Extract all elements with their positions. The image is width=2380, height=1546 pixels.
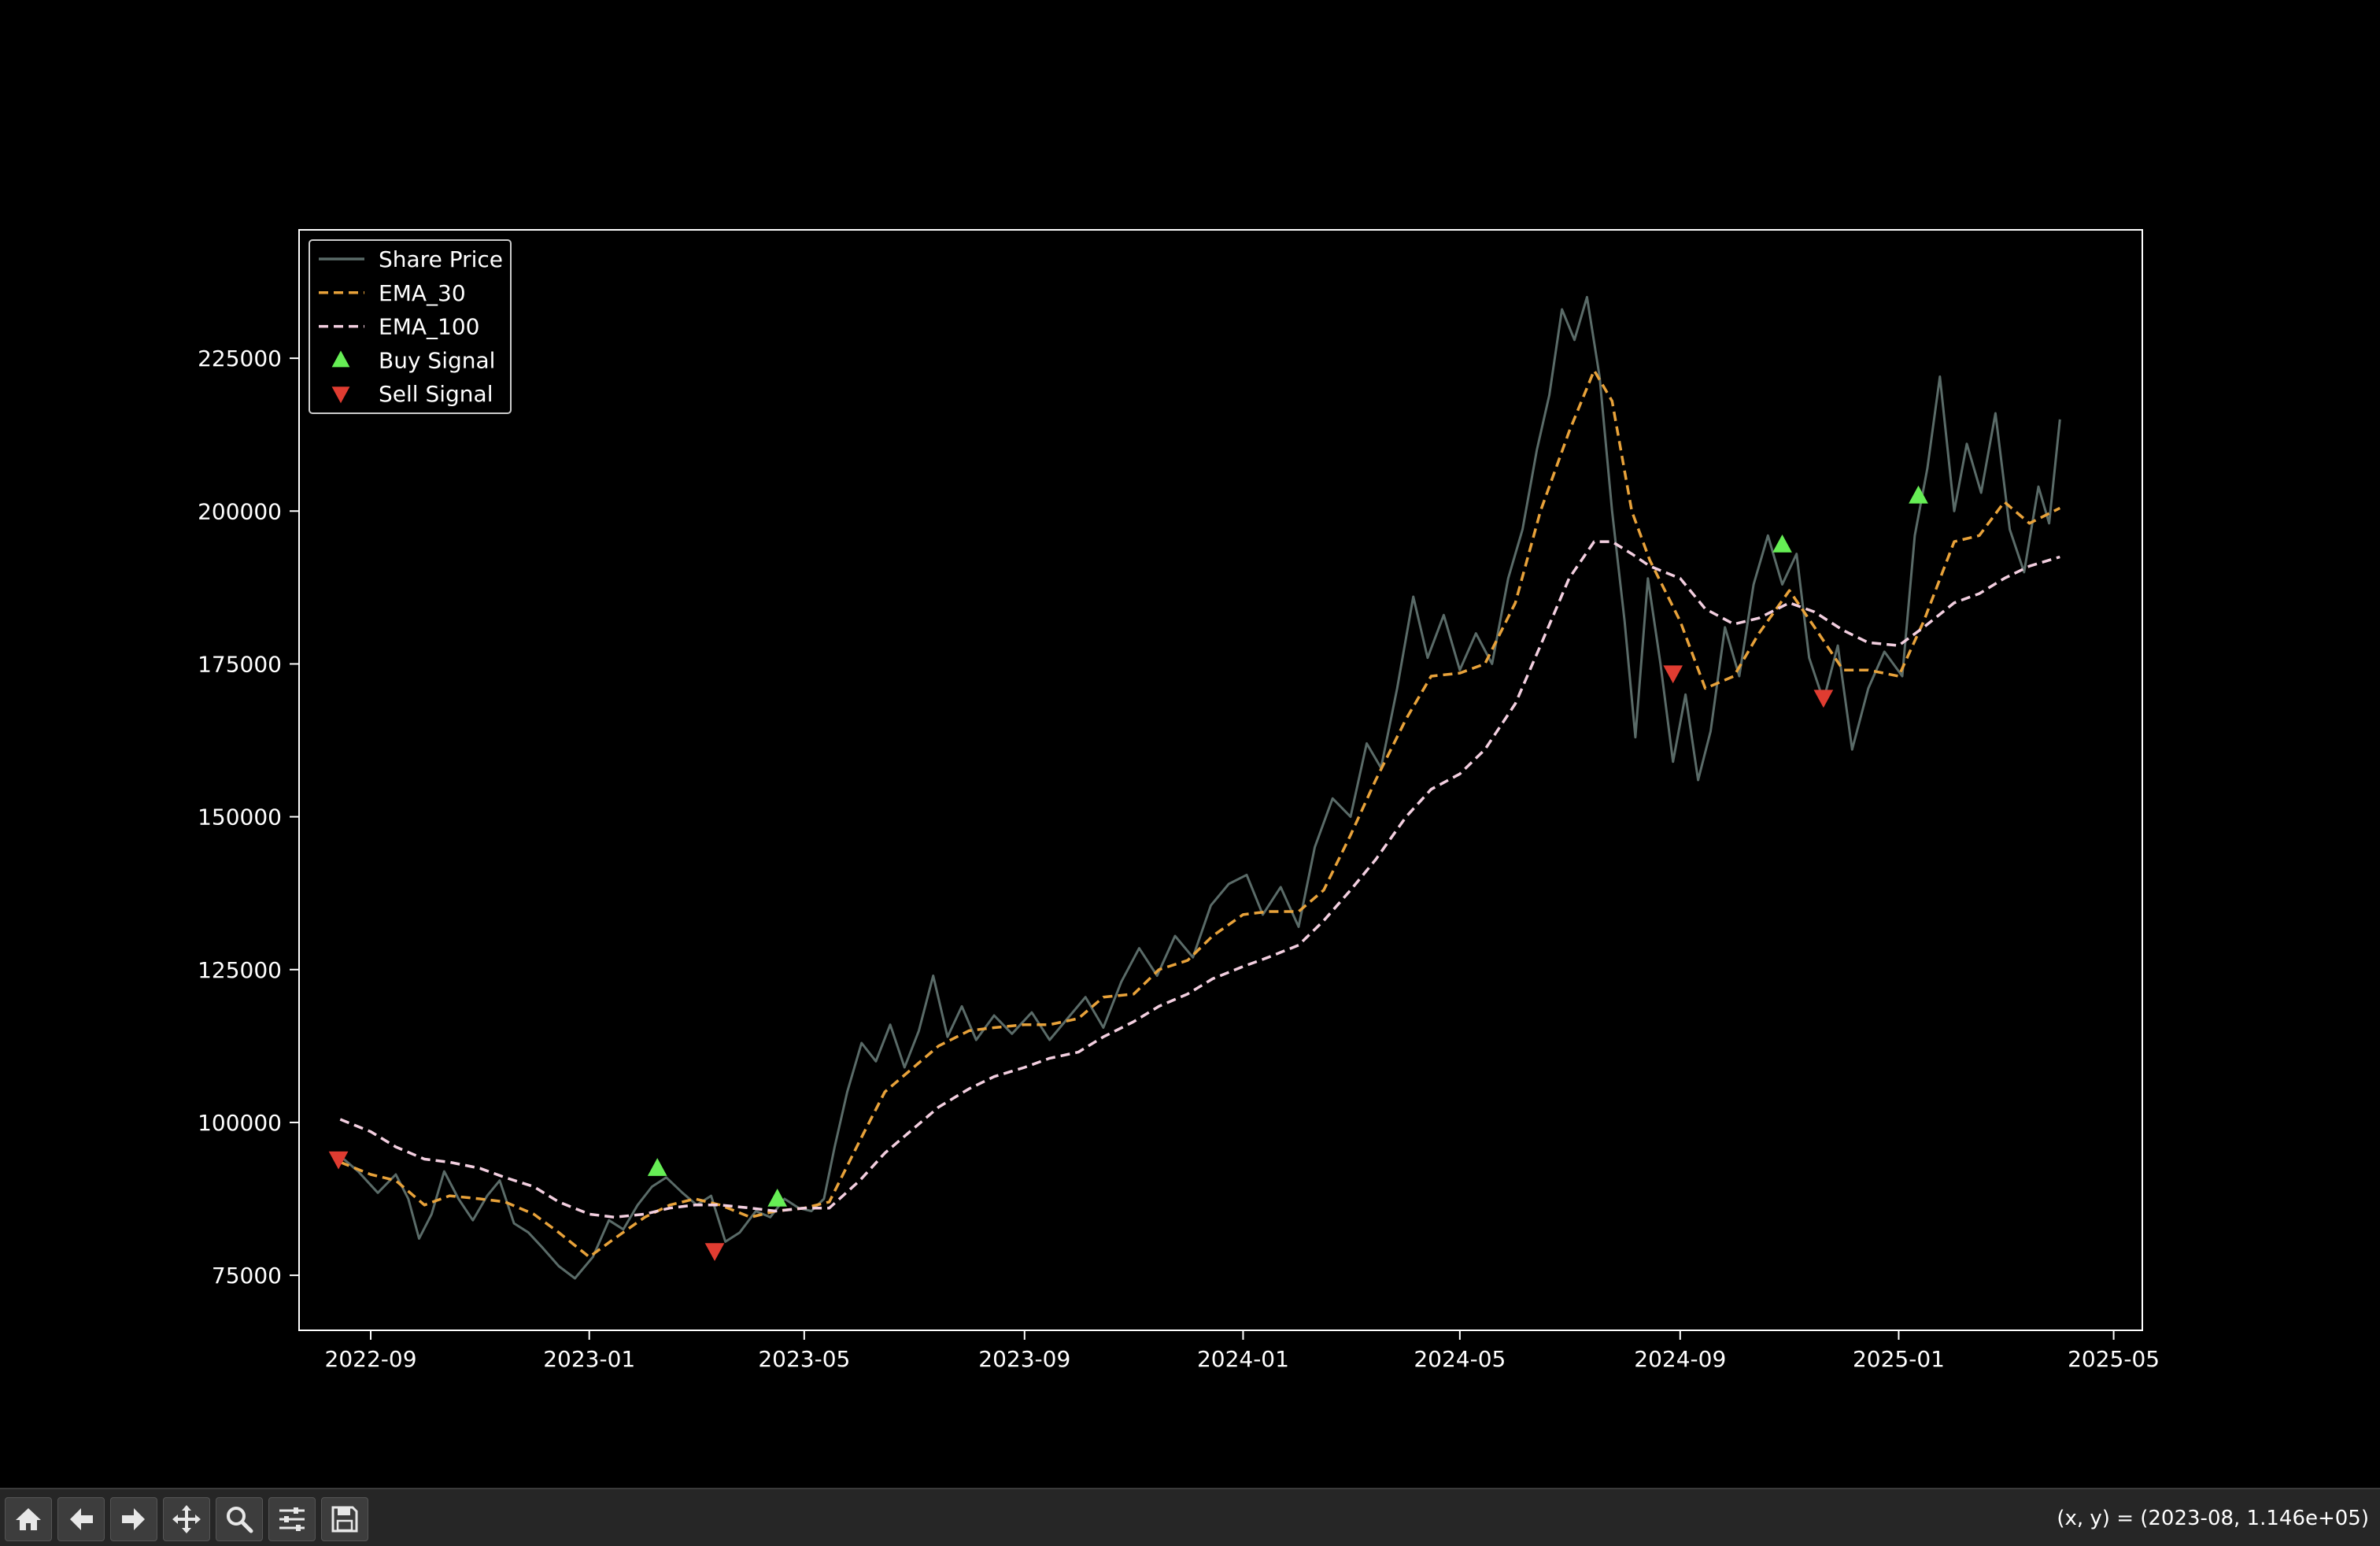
sell-signal-marker bbox=[1813, 690, 1834, 708]
navigation-toolbar: (x, y) = (2023-08, 1.146e+05) bbox=[0, 1488, 2380, 1546]
legend-box bbox=[309, 239, 512, 414]
legend-label: EMA_100 bbox=[379, 314, 479, 340]
configure-subplots-button[interactable] bbox=[268, 1497, 316, 1541]
y-axis: 75000 100000 125000 150000 175000 200000 22500… bbox=[198, 346, 299, 1289]
y-tick-label: 175000 bbox=[198, 651, 282, 677]
y-tick-label: 75000 bbox=[212, 1263, 282, 1289]
buy-signal-marker bbox=[647, 1158, 667, 1176]
chart: 75000 100000 125000 150000 175000 200000 22500… bbox=[198, 229, 2160, 1372]
x-axis: 2022-09 2023-01 2023-05 2023-09 2024-01 2024-… bbox=[325, 1330, 2160, 1372]
arrow-left-icon bbox=[70, 1508, 93, 1530]
legend-label: Buy Signal bbox=[379, 347, 495, 373]
y-tick-label: 225000 bbox=[198, 346, 282, 372]
y-tick-label: 100000 bbox=[198, 1110, 282, 1136]
buy-signal-marker bbox=[1909, 485, 1928, 504]
legend-label: EMA_30 bbox=[379, 280, 466, 306]
buy-signal-marker bbox=[1772, 534, 1792, 553]
x-tick-label: 2025-01 bbox=[1853, 1346, 1945, 1372]
x-tick-label: 2023-05 bbox=[758, 1346, 850, 1372]
x-tick-label: 2022-09 bbox=[325, 1346, 417, 1372]
x-tick-label: 2024-09 bbox=[1634, 1346, 1726, 1372]
sliders-icon bbox=[279, 1507, 305, 1531]
x-tick-label: 2023-09 bbox=[978, 1346, 1070, 1372]
axes-frame bbox=[298, 229, 2143, 1331]
legend-label: Share Price bbox=[379, 246, 503, 272]
zoom-button[interactable] bbox=[216, 1497, 263, 1541]
forward-button[interactable] bbox=[110, 1497, 157, 1541]
x-tick-label: 2024-05 bbox=[1414, 1346, 1506, 1372]
figure: 75000 100000 125000 150000 175000 200000 22500… bbox=[198, 229, 2160, 1372]
sell-signal-marker bbox=[704, 1243, 725, 1262]
axes-border bbox=[298, 229, 2143, 1331]
y-tick-label: 200000 bbox=[198, 498, 282, 524]
buy-signal-marker bbox=[767, 1189, 788, 1207]
legend-swatch bbox=[331, 350, 350, 368]
x-tick-label: 2023-01 bbox=[543, 1346, 635, 1372]
sell-signal-marker bbox=[1663, 665, 1683, 684]
move-icon bbox=[172, 1505, 201, 1533]
sell-signal-marker bbox=[328, 1151, 349, 1170]
x-tick-label: 2025-05 bbox=[2068, 1346, 2160, 1372]
plot-area bbox=[328, 295, 2061, 1280]
ema-100-line bbox=[339, 540, 2060, 1219]
legend-swatch bbox=[331, 386, 350, 404]
home-button[interactable] bbox=[5, 1497, 52, 1541]
magnifier-icon bbox=[227, 1507, 253, 1533]
legend: Share Price EMA_30 EMA_100 Buy Signal Sell S… bbox=[309, 239, 512, 414]
home-icon bbox=[16, 1508, 41, 1530]
y-tick-label: 150000 bbox=[198, 804, 282, 830]
arrow-right-icon bbox=[122, 1508, 145, 1530]
ema-30-line bbox=[339, 368, 2061, 1259]
floppy-disk-icon bbox=[331, 1506, 358, 1533]
legend-label: Sell Signal bbox=[379, 381, 493, 407]
back-button[interactable] bbox=[57, 1497, 105, 1541]
save-button[interactable] bbox=[321, 1497, 368, 1541]
y-tick-label: 125000 bbox=[198, 957, 282, 983]
pan-button[interactable] bbox=[163, 1497, 210, 1541]
coordinate-readout: (x, y) = (2023-08, 1.146e+05) bbox=[2057, 1507, 2369, 1530]
x-tick-label: 2024-01 bbox=[1197, 1346, 1289, 1372]
share-price-line bbox=[339, 295, 2061, 1280]
